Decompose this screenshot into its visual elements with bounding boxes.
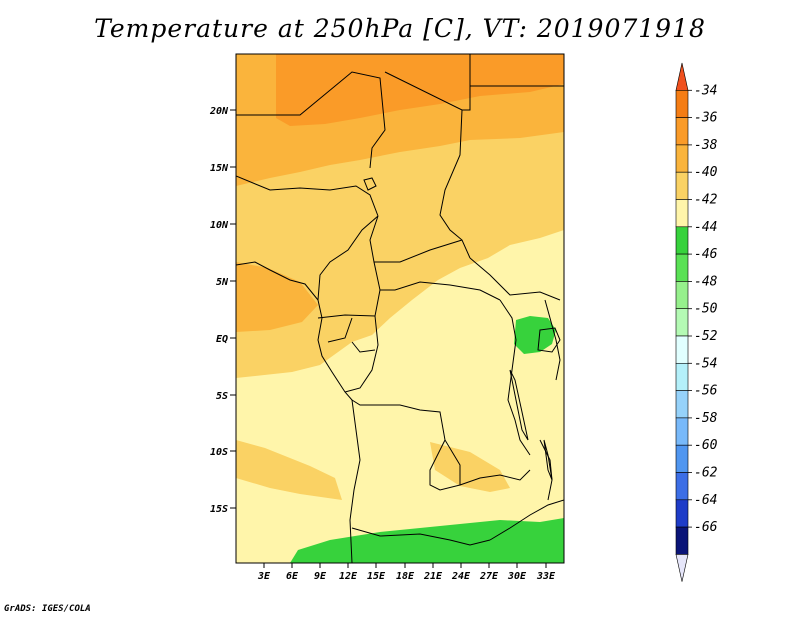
lat-label: 5N [216,277,229,288]
border-gabon-congo [327,317,376,353]
colorbar-label: -42 [694,193,718,208]
colorbar-label: -64 [694,493,717,508]
lat-label: 10N [210,220,229,231]
border-libya-chad [384,54,471,111]
plot-frame [235,53,565,564]
lat-label: 10S [210,447,228,458]
field-band-36 [276,54,564,126]
lon-label: 21E [423,571,443,582]
field-band-40-east [430,442,510,492]
border-algeria-niger [236,71,386,169]
colorbar-swatch [675,117,689,146]
lon-label: 24E [451,571,471,582]
lat-labels: 20N 15N 10N 5N EQ 5S 10S 15S [209,106,229,515]
colorbar-swatch [675,335,689,364]
colorbar-label: -66 [694,520,718,535]
colorbar-swatch [675,390,689,419]
colorbar-label: -40 [694,165,718,180]
map-title: Temperature at 250hPa [C], VT: 201907191… [94,14,706,43]
lat-label: 15S [210,504,228,515]
lat-tick-marks [230,109,236,509]
lon-labels: 3E 6E 9E 12E 15E 18E 21E 24E 27E 30E 33E [257,571,556,582]
colorbar-swatch [675,226,689,255]
colorbar-label: -48 [694,274,718,289]
lon-label: 33E [536,571,556,582]
colorbar-swatch [675,253,689,282]
colorbar-label: -46 [694,247,718,262]
lon-label: 3E [257,571,271,582]
colorbar-top-triangle [675,62,689,91]
lon-label: 18E [396,571,415,582]
border-drc-east [499,299,531,456]
lat-label: EQ [216,334,228,345]
coastline-west [236,261,361,563]
border-nigeria-cameroon [317,215,379,301]
colorbar-swatch [675,526,689,555]
lat-label: 15N [210,163,229,174]
colorbar-label: -54 [694,356,717,371]
colorbar-swatch [675,362,689,391]
colorbar-label: -36 [694,111,718,126]
colorbar-swatch [675,199,689,228]
field-band-38-west [236,262,318,332]
border-zambia-south [489,499,564,541]
temperature-field [236,54,564,563]
border-sudan-south [469,257,561,301]
border-chad-car [369,215,463,263]
grads-credit: GrADS: IGES/COLA [4,604,91,614]
field-band-46-victoria [514,316,556,354]
lon-label: 6E [286,571,299,582]
field-band-40-south [236,440,342,500]
lon-label: 27E [479,571,499,582]
border-angola-namibia [351,527,491,546]
colorbar-swatch [675,171,689,200]
colorbar-label: -56 [694,384,718,399]
border-angola-drc [351,399,461,485]
border-cameroon-gabon [317,289,381,319]
lake-victoria-outline [537,327,561,353]
colorbar-swatch [675,499,689,528]
border-congo-drc [344,315,379,393]
colorbar-swatch [675,444,689,473]
lakes [363,177,561,481]
colorbar-label: -44 [694,220,717,235]
border-angola-zambia [429,439,531,491]
lon-label: 15E [367,571,386,582]
lake-tanganyika-outline [509,369,529,441]
colorbar-swatch [675,472,689,501]
lake-malawi-outline [543,439,553,481]
colorbar-label: -62 [694,466,718,481]
colorbar-swatch [675,90,689,118]
lon-label: 12E [339,571,358,582]
lat-label: 5S [216,391,228,402]
colorbar-swatch [675,144,689,173]
lon-label: 30E [507,571,527,582]
lake-chad-outline [363,177,377,191]
lon-tick-marks [263,563,547,568]
colorbar-label: -58 [694,411,718,426]
colorbar-swatch [675,417,689,446]
colorbar-label: -34 [694,83,717,98]
field-band-46-south [290,518,564,563]
colorbar-swatch [675,281,689,309]
colorbar-bottom-triangle [675,554,689,582]
colorbar-swatch [675,308,689,337]
colorbar-label: -50 [694,302,718,317]
border-niger-nigeria [236,175,379,217]
colorbar-label: -52 [694,329,718,344]
colorbar-label: -60 [694,438,718,453]
lon-label: 9E [314,571,327,582]
colorbar: -34 -36 -38 -40 -42 -44 -46 -48 -50 -52 -54 -56 -58 -… [675,62,718,582]
country-boundaries [236,54,564,563]
lat-label: 20N [209,106,229,117]
colorbar-label: -38 [694,138,718,153]
border-east [544,299,561,381]
